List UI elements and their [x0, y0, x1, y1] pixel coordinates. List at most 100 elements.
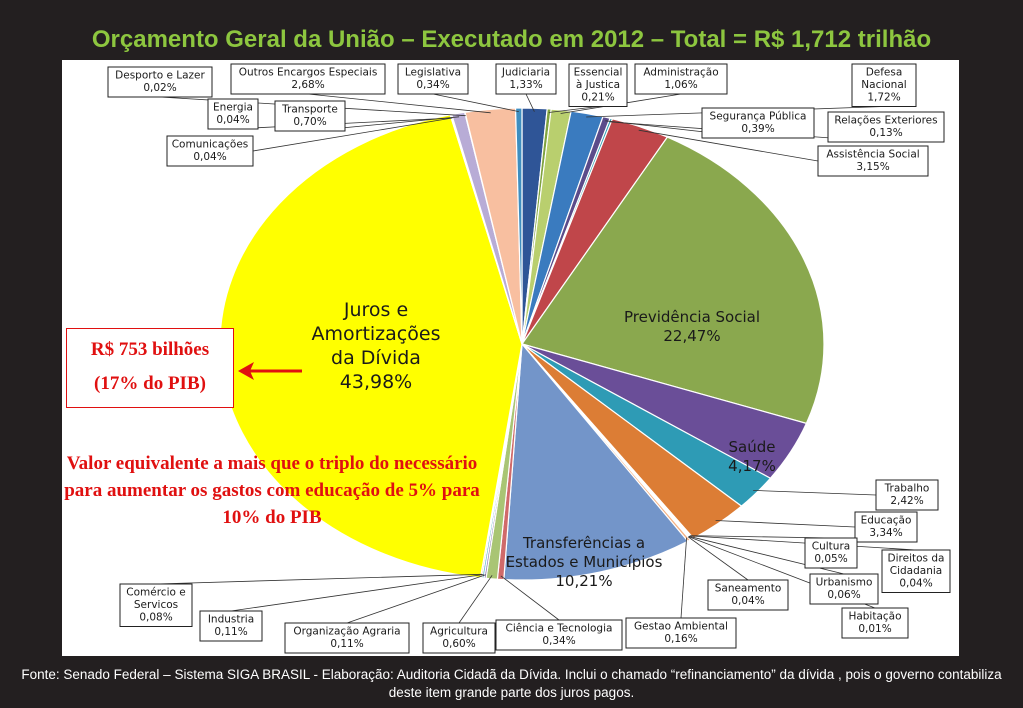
- leader-lines: [155, 93, 917, 624]
- label-box-frame: [568, 63, 628, 107]
- label-box-frame: [166, 135, 254, 167]
- label-box-saneamento: Saneamento 0,04%: [707, 579, 789, 611]
- label-box-frame: [875, 479, 939, 511]
- callout-amount: R$ 753 bilhões: [90, 339, 210, 360]
- label-box-text: Energia 0,04%: [213, 102, 253, 127]
- label-box-frame: [199, 610, 263, 642]
- label-box-text: Comércio e Servicos 0,08%: [126, 587, 185, 624]
- leader-line-agricultura: [458, 575, 493, 624]
- label-box-frame: [397, 63, 469, 95]
- label-box-text: Administração 1,06%: [643, 67, 718, 92]
- label-box-frame: [284, 622, 410, 654]
- label-box-organizacao-agraria: Organização Agraria 0,11%: [284, 622, 410, 654]
- label-box-frame: [707, 579, 789, 611]
- label-box-frame: [804, 537, 858, 569]
- label-box-industria: Industria 0,11%: [199, 610, 263, 642]
- label-box-judiciaria: Judiciaria 1,33%: [495, 63, 557, 95]
- label-box-trabalho: Trabalho 2,42%: [875, 479, 939, 511]
- label-box-text: Organização Agraria 0,11%: [293, 626, 400, 651]
- label-box-text: Habitação 0,01%: [848, 611, 901, 636]
- label-box-text: Saneamento 0,04%: [715, 583, 782, 608]
- leader-line-judiciaria: [525, 93, 535, 112]
- label-box-cultura: Cultura 0,05%: [804, 537, 858, 569]
- label-box-frame: [854, 511, 918, 543]
- label-box-frame: [422, 622, 496, 654]
- pie-slices: [219, 107, 825, 581]
- label-box-text: Industria 0,11%: [208, 614, 254, 639]
- label-box-text: Transporte 0,70%: [281, 104, 338, 129]
- inside-label-saude: Saúde 4,17%: [728, 438, 776, 475]
- leader-line-direitos-da-cidadania: [689, 535, 917, 551]
- inside-labels: Juros e Amortizações da Dívida 43,98% Previd…: [312, 299, 776, 590]
- leader-line-trabalho: [753, 490, 877, 496]
- label-box-text: Gestao Ambiental 0,16%: [634, 621, 728, 646]
- inside-label-transferencias-a-estados-e-municipios: Transferências a Estados e Municípios 10,2…: [506, 534, 663, 590]
- leader-line-outros-encargos-especiais: [307, 93, 491, 114]
- label-box-text: Trabalho 2,42%: [884, 483, 930, 508]
- label-box-frame: [495, 63, 557, 95]
- leader-line-organizacao-agraria: [346, 574, 486, 624]
- label-box-text: Desporto e Lazer 0,02%: [115, 70, 205, 95]
- label-box-text: Legislativa 0,34%: [405, 67, 461, 92]
- label-box-frame: [207, 98, 259, 130]
- label-box-text: Outros Encargos Especiais 2,68%: [239, 67, 378, 92]
- education-comparison-note: Valor equivalente a mais que o triplo do…: [64, 453, 480, 528]
- label-box-frame: [625, 617, 737, 649]
- leader-line-comercio-e-servicos: [155, 573, 482, 585]
- source-footer: Fonte: Senado Federal – Sistema SIGA BRA…: [21, 667, 1002, 700]
- label-box-text: Assistência Social 3,15%: [826, 149, 919, 174]
- leader-line-saneamento: [687, 536, 749, 581]
- slice-transferencias-a-estados-e-municipios: [503, 342, 689, 581]
- label-box-comercio-e-servicos: Comércio e Servicos 0,08%: [119, 583, 193, 627]
- label-box-comunicacoes: Comunicações 0,04%: [166, 135, 254, 167]
- leader-line-industria: [230, 574, 484, 612]
- chart-title: Orçamento Geral da União – Executado em …: [91, 26, 932, 53]
- label-box-frame: [230, 63, 386, 95]
- leader-line-comunicacoes: [252, 117, 452, 152]
- label-box-habitacao: Habitação 0,01%: [841, 607, 909, 639]
- label-box-agricultura: Agricultura 0,60%: [422, 622, 496, 654]
- label-box-frame: [701, 107, 815, 139]
- label-box-outros-encargos-especiais: Outros Encargos Especiais 2,68%: [230, 63, 386, 95]
- label-box-educacao: Educação 3,34%: [854, 511, 918, 543]
- label-box-frame: [274, 100, 346, 132]
- debt-callout-box: R$ 753 bilhões (17% do PIB): [66, 328, 234, 408]
- leader-line-educacao: [715, 520, 856, 528]
- label-box-administracao: Administração 1,06%: [634, 63, 728, 95]
- label-box-text: Relações Exteriores 0,13%: [834, 115, 937, 140]
- label-box-text: Essencial à Justica 0,21%: [574, 67, 623, 104]
- label-box-frame: [809, 573, 879, 605]
- label-box-text: Cultura 0,05%: [812, 541, 850, 566]
- label-box-assistencia-social: Assistência Social 3,15%: [817, 145, 929, 177]
- label-box-seguranca-publica: Segurança Pública 0,39%: [701, 107, 815, 139]
- label-box-ciencia-e-tecnologia: Ciência e Tecnologia 0,34%: [495, 619, 623, 651]
- callout-gdp-share: (17% do PIB): [94, 373, 206, 394]
- label-box-gestao-ambiental: Gestao Ambiental 0,16%: [625, 617, 737, 649]
- label-box-urbanismo: Urbanismo 0,06%: [809, 573, 879, 605]
- label-box-text: Comunicações 0,04%: [172, 139, 249, 164]
- label-box-frame: [119, 583, 193, 627]
- label-box-frame: [634, 63, 728, 95]
- leader-line-assistencia-social: [638, 129, 819, 162]
- label-box-frame: [107, 66, 213, 98]
- label-box-text: Judiciaria 1,33%: [501, 67, 550, 92]
- slice-previdencia-social: [521, 136, 825, 425]
- chart-panel: Juros e Amortizações da Dívida 43,98% Previd…: [62, 60, 959, 656]
- label-box-legislativa: Legislativa 0,34%: [397, 63, 469, 95]
- label-box-text: Defesa Nacional 1,72%: [861, 67, 906, 104]
- leader-line-gestao-ambiental: [680, 537, 687, 619]
- leader-line-ciencia-e-tecnologia: [500, 575, 560, 621]
- label-box-desporto-e-lazer: Desporto e Lazer 0,02%: [107, 66, 213, 98]
- label-box-frame: [495, 619, 623, 651]
- label-box-transporte: Transporte 0,70%: [274, 100, 346, 132]
- label-box-frame: [881, 549, 951, 593]
- label-box-relacoes-exteriores: Relações Exteriores 0,13%: [827, 111, 945, 143]
- label-box-direitos-da-cidadania: Direitos da Cidadania 0,04%: [881, 549, 951, 593]
- label-box-text: Urbanismo 0,06%: [816, 577, 873, 602]
- inside-label-juros-e-amortizacoes-da-divida: Juros e Amortizações da Dívida 43,98%: [312, 299, 441, 393]
- label-box-text: Agricultura 0,60%: [430, 626, 488, 651]
- boxed-labels: Desporto e Lazer 0,02% Outros Encargos Esp…: [107, 63, 951, 654]
- callout-arrow: [238, 362, 302, 380]
- label-box-text: Educação 3,34%: [861, 515, 912, 540]
- label-box-frame: [851, 63, 917, 107]
